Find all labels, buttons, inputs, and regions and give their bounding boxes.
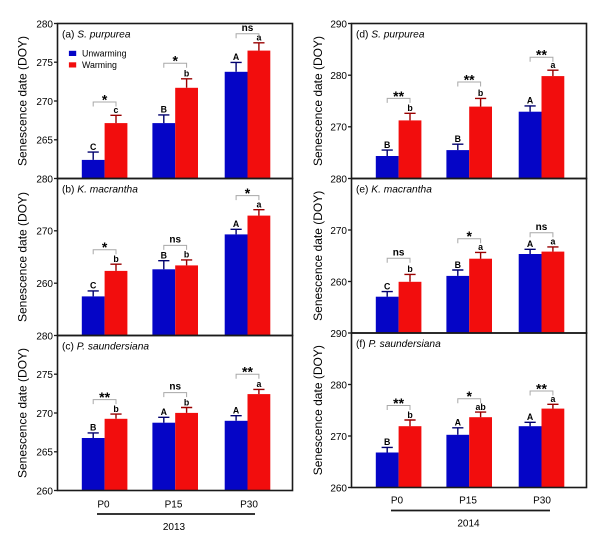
svg-text:a: a [550, 237, 555, 247]
svg-text:260: 260 [36, 486, 53, 497]
svg-text:**: ** [536, 380, 547, 396]
svg-text:P15: P15 [459, 495, 477, 506]
svg-text:ab: ab [475, 402, 486, 412]
svg-text:Senescence date (DOY): Senescence date (DOY) [311, 345, 325, 475]
svg-text:ns: ns [393, 247, 405, 258]
svg-text:C: C [90, 142, 97, 152]
svg-text:a: a [550, 60, 555, 70]
svg-text:265: 265 [36, 448, 53, 459]
svg-text:b: b [407, 264, 413, 274]
svg-text:A: A [527, 96, 534, 106]
svg-text:a: a [256, 379, 261, 389]
svg-text:A: A [233, 219, 240, 229]
svg-text:*: * [466, 228, 472, 244]
svg-text:290: 290 [330, 329, 347, 340]
svg-text:b: b [184, 250, 190, 260]
svg-text:**: ** [464, 71, 475, 87]
svg-text:b: b [184, 397, 190, 407]
svg-text:A: A [527, 412, 534, 422]
svg-text:B: B [384, 437, 390, 447]
svg-text:270: 270 [36, 227, 53, 238]
svg-text:B: B [161, 105, 167, 115]
svg-text:Senescence date (DOY): Senescence date (DOY) [311, 36, 325, 166]
svg-text:B: B [161, 251, 167, 261]
svg-text:a: a [550, 394, 555, 404]
svg-text:b: b [478, 88, 484, 98]
svg-text:A: A [161, 407, 168, 417]
svg-text:260: 260 [330, 277, 347, 288]
svg-text:A: A [233, 52, 240, 62]
svg-text:265: 265 [36, 136, 53, 147]
svg-text:280: 280 [330, 71, 347, 82]
svg-text:a: a [256, 200, 261, 210]
svg-text:Warming: Warming [82, 60, 117, 70]
svg-text:P30: P30 [240, 499, 258, 510]
svg-text:270: 270 [330, 123, 347, 134]
svg-text:**: ** [99, 389, 110, 405]
svg-text:C: C [384, 281, 391, 291]
svg-text:a: a [478, 242, 483, 252]
svg-text:(f) P. saundersiana: (f) P. saundersiana [356, 339, 441, 350]
svg-text:B: B [455, 134, 461, 144]
svg-text:275: 275 [36, 58, 53, 69]
svg-text:*: * [466, 388, 472, 404]
svg-text:*: * [245, 185, 251, 201]
svg-text:Senescence date (DOY): Senescence date (DOY) [16, 36, 30, 166]
svg-text:P15: P15 [165, 499, 183, 510]
svg-text:(e) K. macrantha: (e) K. macrantha [356, 184, 432, 195]
svg-text:ns: ns [242, 23, 254, 34]
svg-text:b: b [113, 404, 119, 414]
svg-text:C: C [90, 281, 97, 291]
svg-text:ns: ns [169, 234, 181, 245]
svg-text:P0: P0 [391, 495, 404, 506]
svg-text:280: 280 [330, 380, 347, 391]
svg-text:2013: 2013 [163, 522, 186, 533]
svg-text:B: B [90, 423, 96, 433]
svg-text:280: 280 [330, 174, 347, 185]
svg-text:Senescence date (DOY): Senescence date (DOY) [16, 192, 30, 322]
svg-text:c: c [114, 105, 119, 115]
svg-text:A: A [233, 406, 240, 416]
svg-text:B: B [384, 140, 390, 150]
svg-text:P0: P0 [97, 499, 110, 510]
svg-text:**: ** [242, 364, 253, 380]
svg-text:b: b [407, 103, 413, 113]
svg-text:B: B [455, 260, 461, 270]
svg-text:b: b [113, 254, 119, 264]
svg-text:260: 260 [36, 279, 53, 290]
svg-text:(d) S. purpurea: (d) S. purpurea [356, 29, 425, 40]
svg-text:280: 280 [36, 331, 53, 342]
svg-text:ns: ns [536, 222, 548, 233]
svg-text:Senescence date (DOY): Senescence date (DOY) [311, 191, 325, 321]
svg-text:(c) P. saundersiana: (c) P. saundersiana [62, 341, 149, 352]
svg-text:270: 270 [330, 432, 347, 443]
svg-text:A: A [527, 239, 534, 249]
svg-text:Senescence date (DOY): Senescence date (DOY) [16, 348, 30, 478]
svg-text:**: ** [393, 395, 404, 411]
svg-text:A: A [455, 418, 462, 428]
svg-text:**: ** [536, 47, 547, 63]
svg-text:Unwarming: Unwarming [82, 49, 127, 59]
svg-text:b: b [184, 69, 190, 79]
svg-text:280: 280 [36, 19, 53, 30]
svg-text:270: 270 [36, 97, 53, 108]
svg-text:*: * [102, 239, 108, 255]
svg-text:(b) K. macrantha: (b) K. macrantha [62, 184, 138, 195]
svg-text:290: 290 [330, 19, 347, 30]
svg-text:280: 280 [36, 174, 53, 185]
svg-text:260: 260 [330, 483, 347, 494]
svg-text:*: * [102, 91, 108, 107]
svg-text:b: b [407, 410, 413, 420]
svg-text:2014: 2014 [457, 519, 480, 530]
svg-text:*: * [172, 53, 178, 69]
svg-text:270: 270 [36, 409, 53, 420]
svg-text:**: ** [393, 88, 404, 104]
svg-text:P30: P30 [533, 495, 551, 506]
svg-text:275: 275 [36, 370, 53, 381]
svg-text:270: 270 [330, 226, 347, 237]
svg-text:(a) S. purpurea: (a) S. purpurea [62, 29, 131, 40]
svg-text:ns: ns [169, 382, 181, 393]
